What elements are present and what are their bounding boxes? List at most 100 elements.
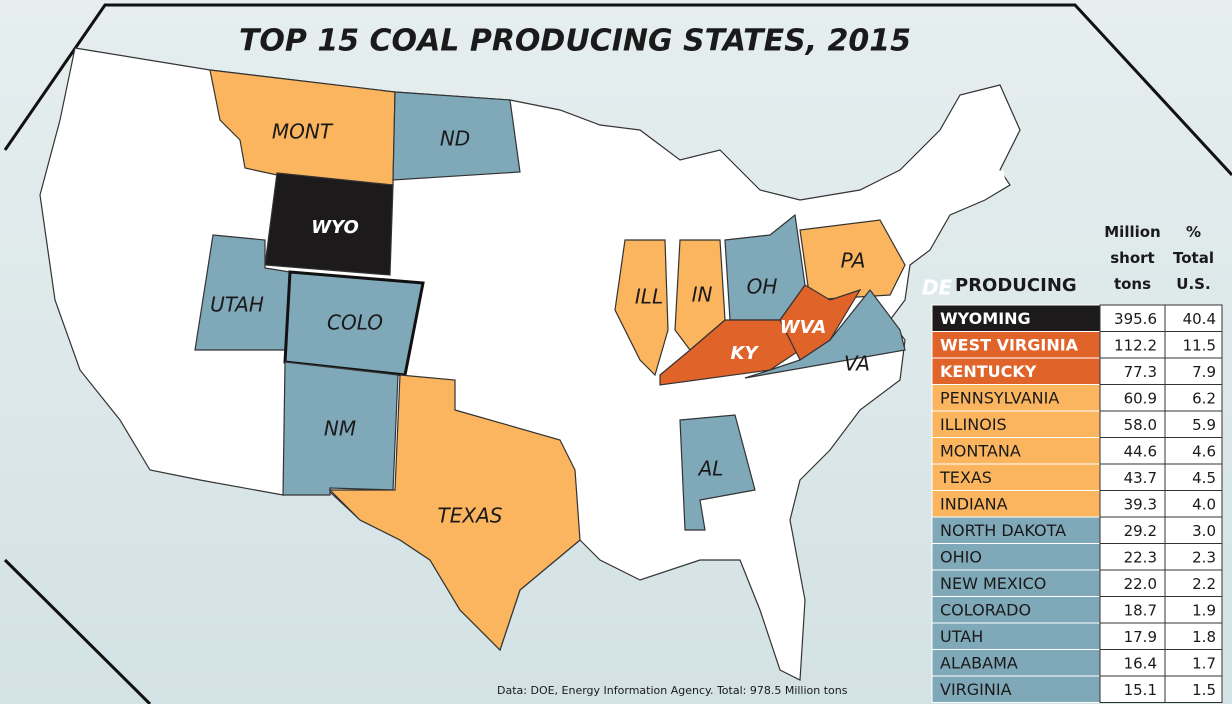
state-label: OH	[747, 275, 778, 299]
state-west-virginia	[779, 284, 862, 361]
state-label: DE	[922, 276, 953, 300]
row-name: VIRGINIA	[940, 680, 1012, 699]
us-map	[39, 47, 1021, 681]
state-label: COLO	[327, 311, 383, 335]
state-label: NM	[324, 417, 356, 441]
row-value-cell	[1164, 490, 1223, 518]
row-tons: 22.3	[1124, 548, 1157, 566]
row-name: KENTUCKY	[940, 362, 1037, 381]
row-value-cell	[1164, 331, 1223, 359]
row-pct: 11.5	[1183, 336, 1216, 354]
state-texas	[328, 374, 581, 652]
row-tons: 44.6	[1124, 442, 1157, 460]
row-pct: 4.6	[1192, 442, 1216, 460]
row-value-cell	[1099, 543, 1166, 571]
state-virginia	[744, 289, 906, 379]
row-name-cell	[931, 543, 1101, 571]
row-tons: 17.9	[1124, 628, 1157, 646]
row-tons: 18.7	[1124, 601, 1157, 619]
row-pct: 40.4	[1183, 310, 1216, 328]
row-pct: 1.5	[1192, 681, 1216, 699]
source-note: Data: DOE, Energy Information Agency. To…	[497, 684, 848, 697]
state-label: WYO	[311, 217, 359, 238]
row-value-cell	[1164, 437, 1223, 465]
row-name: ILLINOIS	[940, 415, 1007, 434]
row-pct: 4.0	[1192, 495, 1216, 513]
row-name-cell	[931, 384, 1101, 412]
row-tons: 16.4	[1124, 654, 1157, 672]
row-pct: 6.2	[1192, 389, 1216, 407]
state-label: VA	[844, 352, 870, 376]
row-pct: 1.7	[1192, 654, 1216, 672]
row-tons: 22.0	[1124, 575, 1157, 593]
row-value-cell	[1164, 649, 1223, 677]
state-label: MA	[972, 167, 1007, 191]
frame	[3, 3, 1232, 177]
row-value-cell	[1099, 410, 1166, 438]
row-tons: 112.2	[1114, 336, 1157, 354]
state-new-mexico	[282, 361, 399, 496]
row-pct: 2.3	[1192, 548, 1216, 566]
row-tons: 58.0	[1124, 416, 1157, 434]
row-name: TEXAS	[939, 468, 992, 487]
row-value-cell	[1164, 569, 1223, 597]
row-tons: 15.1	[1124, 681, 1157, 699]
row-name-cell	[931, 569, 1101, 597]
title: TOP 15 COAL PRODUCING STATES, 2015	[239, 24, 911, 59]
row-name: PENNSYLVANIA	[940, 388, 1059, 407]
row-name: OHIO	[940, 547, 982, 566]
state-label: ILL	[635, 285, 663, 309]
state-north-dakota	[392, 91, 521, 181]
row-value-cell	[1164, 410, 1223, 438]
row-name: COLORADO	[940, 600, 1031, 619]
row-name: UTAH	[940, 627, 983, 646]
row-pct: 1.9	[1192, 601, 1216, 619]
state-label: KY	[731, 343, 760, 364]
state-label: AL	[697, 457, 724, 481]
row-value-cell	[1164, 357, 1223, 385]
map-labels: MONT ND WYO UTAH COLO NM TEXAS ILL IN OH PA KY WVA VA…	[210, 120, 1008, 528]
row-pct: 7.9	[1192, 363, 1216, 381]
state-label: PA	[841, 249, 866, 273]
state-wyoming	[264, 172, 394, 276]
row-value-cell	[1099, 304, 1166, 332]
row-name-cell	[931, 516, 1101, 544]
row-name-cell	[931, 622, 1101, 650]
row-name-cell	[931, 490, 1101, 518]
row-name: MONTANA	[940, 441, 1021, 460]
row-name-cell	[931, 675, 1101, 703]
header-column: % Total U.S.	[1173, 223, 1214, 293]
row-value-cell	[1099, 463, 1166, 491]
state-label: TEXAS	[438, 504, 503, 528]
row-value-cell	[1164, 675, 1223, 703]
row-tons: 60.9	[1124, 389, 1157, 407]
row-tons: 29.2	[1124, 522, 1157, 540]
state-label: IN	[692, 283, 713, 307]
row-name-cell	[931, 304, 1101, 332]
row-name: WEST VIRGINIA	[940, 335, 1079, 354]
state-illinois	[614, 239, 669, 377]
row-value-cell	[1099, 622, 1166, 650]
row-value-cell	[1164, 463, 1223, 491]
row-tons: 395.6	[1114, 310, 1157, 328]
state-label: MONT	[272, 120, 334, 144]
row-pct: 5.9	[1192, 416, 1216, 434]
header-producing: PRODUCING	[955, 275, 1077, 296]
row-name: WYOMING	[940, 309, 1031, 328]
row-name-cell	[931, 596, 1101, 624]
row-pct: 3.0	[1192, 522, 1216, 540]
row-pct: 1.8	[1192, 628, 1216, 646]
row-tons: 77.3	[1124, 363, 1157, 381]
state-label: WVA	[780, 317, 827, 338]
state-alabama	[679, 414, 756, 531]
row-tons: 43.7	[1124, 469, 1157, 487]
frame	[3, 558, 152, 704]
table: PRODUCING Million short tons % Total U.S. WYOMI…	[931, 223, 1223, 703]
row-value-cell	[1099, 437, 1166, 465]
row-name: ALABAMA	[940, 653, 1018, 672]
row-value-cell	[1164, 516, 1223, 544]
row-value-cell	[1099, 331, 1166, 359]
row-name: NEW MEXICO	[940, 574, 1046, 593]
state-label: UTAH	[210, 293, 264, 317]
